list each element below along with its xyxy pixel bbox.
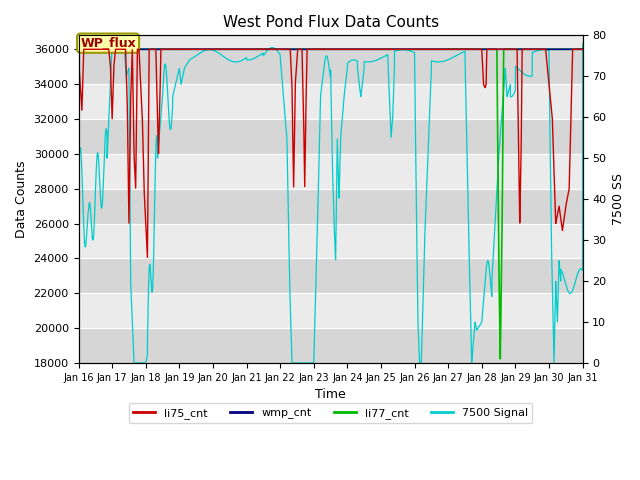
Text: WP_flux: WP_flux — [80, 36, 136, 49]
X-axis label: Time: Time — [315, 388, 346, 401]
Bar — [79, 258, 582, 293]
Title: West Pond Flux Data Counts: West Pond Flux Data Counts — [223, 15, 438, 30]
Y-axis label: 7500 SS: 7500 SS — [612, 173, 625, 225]
Legend: li75_cnt, wmp_cnt, li77_cnt, 7500 Signal: li75_cnt, wmp_cnt, li77_cnt, 7500 Signal — [129, 403, 532, 423]
Bar — [79, 49, 582, 84]
Bar — [79, 119, 582, 154]
Bar — [79, 328, 582, 363]
Bar — [79, 189, 582, 224]
Y-axis label: Data Counts: Data Counts — [15, 160, 28, 238]
